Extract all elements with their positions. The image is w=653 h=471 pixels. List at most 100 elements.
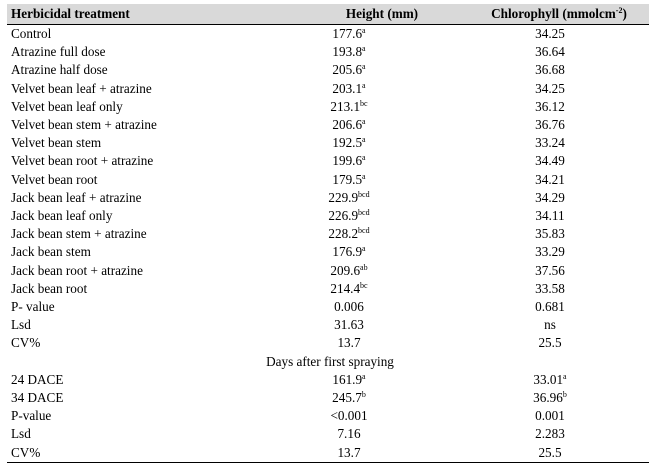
height-cell-value: 31.63 — [334, 317, 364, 333]
height-cell: 214.4bc — [247, 280, 447, 298]
header-row: Herbicidal treatment Height (mm) Chlorop… — [7, 4, 649, 25]
height-cell-value: 176.9 — [332, 244, 363, 260]
height-cell-value: 7.16 — [337, 426, 361, 442]
height-cell-value: 192.5 — [332, 135, 363, 151]
height-cell: 179.5a — [247, 171, 447, 189]
chlorophyll-cell: 25.5 — [447, 443, 649, 463]
table-row: Atrazine full dose 193.8a 36.64 — [7, 43, 649, 61]
chlorophyll-cell-value: ns — [544, 317, 556, 333]
header-chlorophyll-text: Chlorophyll (mmolcm — [491, 6, 616, 21]
height-cell: 205.6a — [247, 61, 447, 79]
chlorophyll-cell-value: 33.24 — [535, 135, 565, 151]
chlorophyll-cell-value: 34.49 — [535, 153, 565, 169]
table-row: Jack bean leaf only 226.9bcd 34.11 — [7, 207, 649, 225]
chlorophyll-cell: 34.25 — [447, 80, 649, 98]
height-cell-significance-letter: bcd — [358, 226, 370, 236]
header-height: Height (mm) — [247, 4, 447, 25]
chlorophyll-cell-value: 34.29 — [535, 189, 565, 205]
section-title: Days after first spraying — [266, 353, 394, 369]
height-cell: 229.9bcd — [247, 189, 447, 207]
height-cell-significance-letter: bcd — [358, 189, 370, 199]
height-cell: 206.6a — [247, 116, 447, 134]
treatment-cell: Velvet bean root — [11, 171, 98, 187]
section-heading: Days after first spraying — [7, 353, 649, 371]
height-cell-significance-letter: a — [362, 62, 366, 72]
height-cell-value: 205.6 — [332, 62, 363, 78]
table-row: Velvet bean leaf only 213.1bc 36.12 — [7, 98, 649, 116]
height-cell-value: 203.1 — [332, 80, 363, 96]
table-row: CV% 13.7 25.5 — [7, 443, 649, 463]
height-cell: 199.6a — [247, 152, 447, 170]
chlorophyll-cell: 34.29 — [447, 189, 649, 207]
height-cell: 192.5a — [247, 134, 447, 152]
table-row: Atrazine half dose 205.6a 36.68 — [7, 61, 649, 79]
height-cell-significance-letter: a — [362, 171, 366, 181]
treatment-cell: 34 DACE — [11, 390, 64, 406]
chlorophyll-cell: 34.49 — [447, 152, 649, 170]
chlorophyll-cell-value: 2.283 — [535, 426, 565, 442]
height-cell: 193.8a — [247, 43, 447, 61]
height-cell: 176.9a — [247, 243, 447, 261]
height-cell-significance-letter: a — [362, 80, 366, 90]
height-cell-value: 213.1 — [330, 98, 361, 114]
height-cell-significance-letter: a — [362, 153, 366, 163]
height-cell-significance-letter: bcd — [358, 208, 370, 218]
header-chlorophyll-exponent: -2 — [615, 6, 623, 15]
table-row: P- value 0.006 0.681 — [7, 298, 649, 316]
height-cell-value: <0.001 — [330, 408, 368, 424]
table-row: Velvet bean leaf + atrazine 203.1a 34.25 — [7, 80, 649, 98]
chlorophyll-cell-value: 0.681 — [535, 299, 565, 315]
chlorophyll-cell-value: 33.01 — [533, 371, 564, 387]
table-row: Control 177.6a 34.25 — [7, 25, 649, 44]
treatment-cell: Velvet bean stem — [11, 135, 102, 151]
height-cell: 0.006 — [247, 298, 447, 316]
height-cell-significance-letter: a — [362, 371, 366, 381]
height-cell-value: 206.6 — [332, 117, 363, 133]
treatment-cell: 24 DACE — [11, 371, 64, 387]
height-cell: 31.63 — [247, 316, 447, 334]
chlorophyll-cell: 0.681 — [447, 298, 649, 316]
chlorophyll-cell-value: 36.64 — [535, 44, 565, 60]
chlorophyll-cell-significance-letter: b — [562, 390, 567, 400]
chlorophyll-cell: 0.001 — [447, 407, 649, 425]
height-cell: 13.7 — [247, 334, 447, 352]
chlorophyll-cell: 33.29 — [447, 243, 649, 261]
height-cell: 13.7 — [247, 443, 447, 463]
chlorophyll-cell-value: 36.96 — [533, 390, 563, 406]
table-row: Lsd 31.63 ns — [7, 316, 649, 334]
treatment-cell: Velvet bean stem + atrazine — [11, 117, 157, 133]
table-row: Velvet bean root + atrazine 199.6a 34.49 — [7, 152, 649, 170]
treatment-cell: Jack bean root + atrazine — [11, 262, 143, 278]
table-row: 34 DACE 245.7b 36.96b — [7, 389, 649, 407]
table-header: Herbicidal treatment Height (mm) Chlorop… — [7, 4, 649, 25]
chlorophyll-cell: 34.21 — [447, 171, 649, 189]
treatment-cell: P-value — [11, 408, 52, 424]
height-cell-significance-letter: a — [362, 244, 366, 254]
height-cell: 161.9a — [247, 371, 447, 389]
height-cell-value: 229.9 — [328, 189, 359, 205]
height-cell: 177.6a — [247, 25, 447, 44]
treatment-cell: Jack bean stem — [11, 244, 91, 260]
height-cell-significance-letter: ab — [360, 262, 368, 272]
height-cell-value: 179.5 — [332, 171, 363, 187]
height-cell-value: 13.7 — [337, 444, 361, 460]
height-cell-value: 177.6 — [332, 26, 363, 41]
chlorophyll-cell-value: 34.11 — [535, 208, 565, 224]
chlorophyll-cell-value: 36.12 — [535, 98, 565, 114]
height-cell: 209.6ab — [247, 262, 447, 280]
table-row: Jack bean root + atrazine 209.6ab 37.56 — [7, 262, 649, 280]
days-rows: 24 DACE 161.9a 33.01 a 34 DACE 245.7b 36.96b P-… — [7, 371, 649, 463]
table-row: Velvet bean stem + atrazine 206.6a 36.76 — [7, 116, 649, 134]
results-table: Herbicidal treatment Height (mm) Chlorop… — [7, 4, 649, 463]
chlorophyll-cell-value: 36.68 — [535, 62, 565, 78]
height-cell-value: 209.6 — [330, 262, 361, 278]
treatment-cell: Lsd — [11, 317, 31, 333]
chlorophyll-cell-value: 33.58 — [535, 280, 565, 296]
table-row: Jack bean stem + atrazine 228.2bcd 35.83 — [7, 225, 649, 243]
chlorophyll-cell-value: 25.5 — [538, 444, 562, 460]
height-cell-value: 214.4 — [330, 280, 361, 296]
chlorophyll-cell-value: 34.25 — [535, 26, 565, 41]
chlorophyll-cell: 36.96b — [447, 389, 649, 407]
table-row: Lsd 7.16 2.283 — [7, 425, 649, 443]
